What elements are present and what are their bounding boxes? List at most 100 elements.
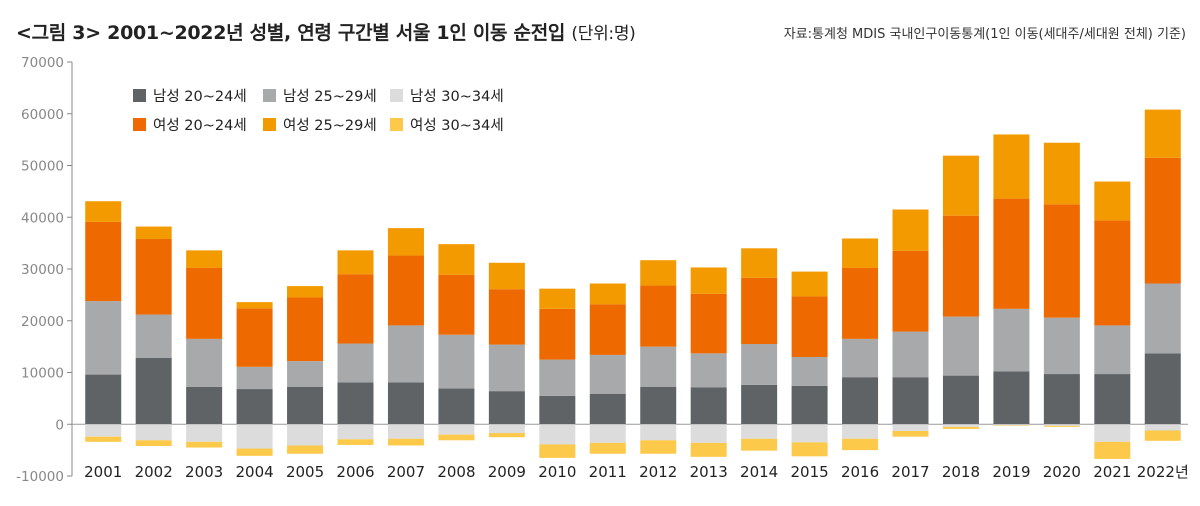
- bar-segment: [438, 274, 475, 335]
- y-tick-label: 50000: [21, 159, 64, 175]
- bar-segment: [741, 438, 778, 451]
- bar-segment: [993, 424, 1030, 426]
- bar-segment: [287, 424, 324, 446]
- y-tick-label: 60000: [21, 107, 64, 123]
- legend-label: 남성 25~29세: [283, 88, 377, 105]
- bar-segment: [287, 297, 324, 362]
- bar-segment: [690, 387, 727, 425]
- legend-swatch: [390, 89, 403, 102]
- bar-segment: [186, 250, 223, 268]
- bar-segment: [589, 424, 626, 443]
- bar-segment: [539, 424, 576, 445]
- bar-segment: [842, 377, 879, 425]
- bar-segment: [741, 344, 778, 385]
- bar-segment: [85, 436, 122, 442]
- bar-segment: [186, 338, 223, 387]
- bar-segment: [892, 331, 929, 378]
- bar-segment: [1043, 142, 1080, 205]
- bar-segment: [942, 316, 979, 376]
- bar-segment: [236, 424, 273, 449]
- bar-segment: [741, 384, 778, 425]
- bar-segment: [942, 215, 979, 317]
- bar-segment: [842, 267, 879, 339]
- bar-segment: [1043, 317, 1080, 375]
- bar-segment: [993, 425, 1030, 426]
- bar-segment: [438, 334, 475, 389]
- x-tick-label: 2013: [690, 463, 728, 481]
- x-tick-label: 2004: [235, 463, 273, 481]
- legend-label: 남성 20~24세: [153, 88, 247, 105]
- bar-segment: [741, 248, 778, 278]
- bar-segment: [135, 314, 172, 359]
- bar-segment: [690, 424, 727, 443]
- chart-title-text: <그림 3> 2001~2022년 성별, 연령 구간별 서울 1인 이동 순전…: [16, 22, 566, 44]
- bar-segment: [488, 262, 525, 290]
- bar-segment: [640, 285, 677, 347]
- legend-swatch: [263, 118, 276, 131]
- bar-segment: [539, 308, 576, 360]
- x-tick-label: 2015: [790, 463, 828, 481]
- bar-segment: [488, 424, 525, 434]
- bar-segment: [1144, 353, 1181, 425]
- bar-segment: [337, 382, 374, 425]
- bar-segment: [741, 277, 778, 345]
- bar-segment: [690, 293, 727, 354]
- chart-source: 자료:통계청 MDIS 국내인구이동통계(1인 이동(세대주/세대원 전체) 기…: [783, 27, 1186, 42]
- bar-segment: [1043, 374, 1080, 425]
- bar-segment: [640, 386, 677, 425]
- bar-segment: [842, 438, 879, 451]
- bar-segment: [135, 238, 172, 315]
- bar-segment: [993, 198, 1030, 309]
- bar-segment: [892, 209, 929, 251]
- bar-segment: [539, 444, 576, 458]
- bar-segment: [1043, 425, 1080, 427]
- bar-segment: [791, 424, 828, 443]
- bar-segment: [85, 201, 122, 222]
- x-tick-label: 2007: [387, 463, 425, 481]
- bar-segment: [1094, 441, 1131, 459]
- bar-segment: [135, 424, 172, 441]
- bar-segment: [85, 374, 122, 425]
- x-tick-label: 2019: [992, 463, 1030, 481]
- bar-segment: [85, 221, 122, 302]
- x-tick-label: 2005: [286, 463, 324, 481]
- bar-segment: [892, 377, 929, 425]
- bar-segment: [1043, 204, 1080, 318]
- bar-segment: [942, 375, 979, 425]
- legend-label: 남성 30~34세: [410, 88, 504, 105]
- bar-segment: [488, 391, 525, 425]
- bar-segment: [85, 301, 122, 375]
- bar-segment: [438, 424, 475, 435]
- bar-segment: [236, 308, 273, 367]
- bar-segment: [589, 442, 626, 454]
- y-tick-label: 40000: [21, 210, 64, 226]
- bar-segment: [438, 388, 475, 425]
- bar-segment: [287, 445, 324, 454]
- x-tick-label: 2002: [135, 463, 173, 481]
- bar-segment: [236, 448, 273, 456]
- x-tick-label: 2008: [437, 463, 475, 481]
- bar-segment: [186, 441, 223, 448]
- bar-segment: [287, 361, 324, 387]
- bar-segment: [539, 395, 576, 425]
- bar-segment: [438, 434, 475, 441]
- bar-segment: [488, 433, 525, 438]
- bar-segment: [589, 283, 626, 305]
- bar-segment: [942, 424, 979, 427]
- legend-swatch: [133, 89, 146, 102]
- bar-segment: [186, 424, 223, 442]
- bar-segment: [488, 344, 525, 392]
- bar-segment: [387, 325, 424, 383]
- bar-segment: [1094, 181, 1131, 221]
- bar-segment: [892, 430, 929, 437]
- x-tick-label: 2011: [589, 463, 627, 481]
- bar-segment: [488, 289, 525, 345]
- x-tick-label: 2020: [1043, 463, 1081, 481]
- y-tick-label: 30000: [21, 262, 64, 278]
- bar-segment: [741, 424, 778, 439]
- bar-segment: [1094, 325, 1131, 375]
- x-tick-label: 2010: [538, 463, 576, 481]
- bar-segment: [589, 354, 626, 394]
